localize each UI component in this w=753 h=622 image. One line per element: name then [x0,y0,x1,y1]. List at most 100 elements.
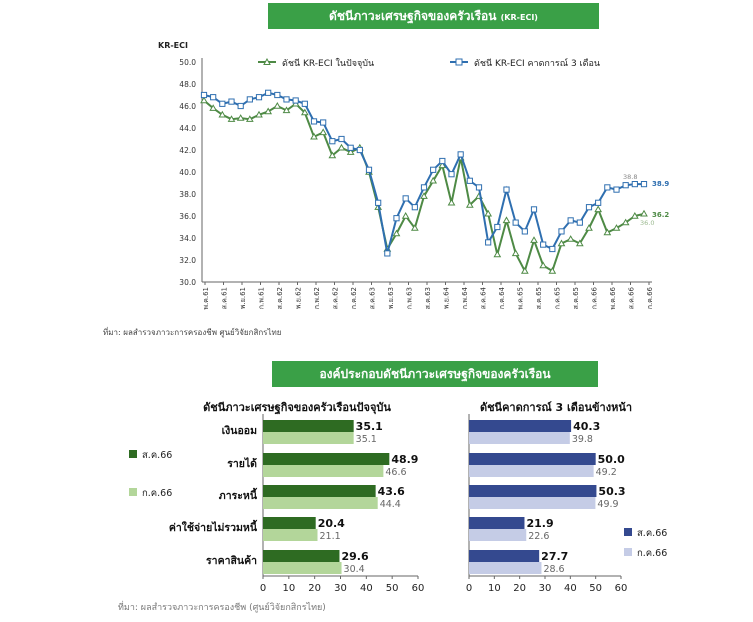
series-point [503,186,510,193]
bar-value-label: 49.9 [597,499,618,510]
series-point [365,166,373,173]
x-tick-label: พ.ย.63 [387,287,395,309]
bar-value-label: 39.8 [572,434,593,445]
series-point [410,224,419,231]
bar-value-label: 40.3 [573,420,600,433]
bar-jul [263,497,378,509]
series-point [255,94,263,101]
series-point [530,206,538,213]
series-point [282,106,291,114]
bar-x-tick-label: 40 [360,583,373,594]
x-tick-label: ส.ค.65 [535,287,543,309]
y-tick-label: 34.0 [179,234,196,243]
series-line-2 [203,91,644,254]
bar-jul [263,529,318,541]
series-point [337,143,346,151]
x-tick-label: ก.พ.63 [406,287,414,309]
bar-aug [263,420,354,432]
series-point [300,108,309,116]
category-label: เงินออม [222,425,258,437]
series-point [502,216,511,224]
series-point [429,176,438,184]
component-bar-charts: ดัชนีภาวะเศรษฐกิจของครัวเรือนปัจจุบัน 0 10… [129,401,667,594]
annotation-cur-last: 36.2 [652,211,669,219]
bar-aug [263,485,376,497]
x-tick-label: ก.ค.66 [591,286,599,309]
x-tick-label: พ.ย.64 [443,286,451,309]
series-point [375,199,382,206]
series-point [612,224,621,231]
legend-swatch-1 [624,528,632,536]
y-tick-label: 44.0 [179,124,196,133]
series-point [346,148,355,155]
series-point [200,96,208,104]
series-point [420,192,428,199]
series-point [255,110,263,118]
series-point [595,199,602,206]
x-tick-label: พ.ย.61 [239,287,247,309]
series-point [448,171,455,178]
series-point [228,98,235,105]
line-chart-title-banner: ดัชนีภาวะเศรษฐกิจของครัวเรือน (KR-ECI) [268,3,599,29]
y-tick-label: 40.0 [179,168,196,177]
series-point [236,114,245,121]
x-tick-label: ก.ค.66 [646,286,654,309]
series-point [411,204,418,211]
x-tick-label: พ.ค.65 [517,287,525,310]
series-point [265,89,272,96]
bar-jul [469,497,596,509]
y-tick-label: 50.0 [179,58,196,67]
x-tick-label: พ.ค.66 [609,286,617,309]
x-tick-label: พ.ย.62 [295,287,303,309]
bar-jul [263,465,384,477]
bar-x-tick-label: 10 [488,583,501,594]
components-title: องค์ประกอบดัชนีภาวะเศรษฐกิจของครัวเรือน [319,367,551,381]
bar-value-label: 50.0 [598,453,625,466]
series-point [292,97,299,104]
series-point [209,104,218,111]
legend-label-1: ส.ค.66 [142,450,172,461]
bar-value-label: 44.4 [380,499,401,510]
series-point [604,184,611,191]
series-point [540,241,547,248]
bar-jul [469,529,527,541]
series-point [219,100,226,107]
line-chart: KR-ECI 30.0 32.0 34.0 36.0 38.0 40.0 42.0 44.0 46… [158,41,669,310]
y-axis-title: KR-ECI [158,41,188,50]
series-point [575,239,584,247]
y-tick-label: 32.0 [179,256,196,265]
x-tick-label: ส.ค.62 [276,287,284,309]
series-point [466,177,473,184]
series-point [401,211,410,219]
series-point [585,224,593,231]
legend-label-2: ก.ค.66 [637,548,667,559]
series-point [549,245,556,253]
bar-aug [469,517,525,529]
x-tick-label: ก.ค.65 [554,287,562,309]
y-tick-label: 46.0 [179,102,196,111]
category-label: ค่าใช้จ่ายไม่รวมหนี้ [169,519,258,534]
series-point [210,94,217,101]
series-point [621,218,630,226]
series-point [603,228,612,236]
series-point [384,250,391,257]
legend-marker-2 [455,58,463,66]
series-point [613,186,620,193]
x-tick-label: ส.ค.61 [221,287,229,309]
series-point [356,146,363,154]
bar-x-tick-label: 30 [539,583,552,594]
components-title-banner: องค์ประกอบดัชนีภาวะเศรษฐกิจของครัวเรือน [272,361,598,387]
series-point [520,266,529,274]
series-point [521,228,528,235]
bar-x-tick-label: 30 [334,583,347,594]
series-point [494,223,501,231]
series-point [245,115,254,122]
series-point [310,118,318,125]
x-tick-label: ส.ค.64 [480,286,488,309]
series-point [246,96,253,103]
category-label: ภาระหนี้ [219,487,258,502]
bar-x-tick-label: 60 [615,583,628,594]
legend-swatch-1 [129,450,137,458]
bar-x-tick-label: 20 [308,583,321,594]
bar-value-label: 43.6 [378,485,405,498]
